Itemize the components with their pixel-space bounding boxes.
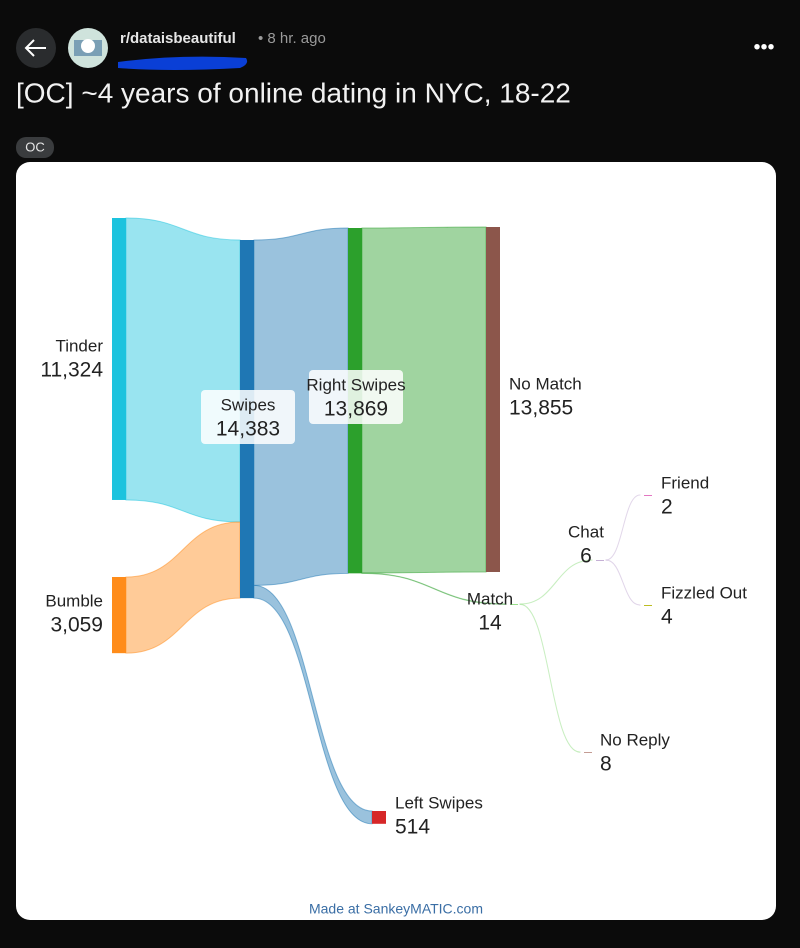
node-name: Left Swipes: [395, 793, 483, 812]
more-menu[interactable]: •••: [753, 36, 774, 58]
node-name: Tinder: [55, 336, 103, 355]
node-name: Fizzled Out: [661, 583, 747, 602]
node: [112, 577, 126, 654]
node-value: 514: [395, 816, 430, 839]
back-icon: [24, 39, 46, 57]
node: [644, 495, 652, 496]
node-name: Right Swipes: [306, 375, 405, 394]
chart-footer[interactable]: Made at SankeyMATIC.com: [309, 901, 483, 917]
links: [125, 217, 641, 825]
node-value: 14,383: [216, 418, 280, 441]
node-value: 13,855: [509, 397, 573, 420]
flow: [519, 603, 581, 753]
avatar-face: [81, 39, 95, 53]
node: [486, 227, 500, 572]
node-value: 13,869: [324, 398, 388, 421]
flow: [519, 559, 593, 605]
subreddit[interactable]: r/dataisbeautiful: [120, 30, 236, 47]
flair-pill[interactable]: [16, 137, 54, 158]
node: [510, 604, 518, 605]
node-value: 4: [661, 606, 673, 629]
node-value: 2: [661, 496, 673, 519]
redaction: [118, 56, 248, 70]
chart-card: [16, 162, 776, 920]
flow: [125, 217, 241, 523]
flow: [125, 521, 241, 654]
node-name: Match: [467, 589, 513, 608]
node: [372, 811, 386, 824]
post-time: • 8 hr. ago: [258, 30, 326, 47]
flow: [253, 584, 373, 825]
label-box: [201, 390, 295, 444]
node-name: No Match: [509, 374, 582, 393]
node-name: Swipes: [221, 395, 276, 414]
post-title[interactable]: [OC] ~4 years of online dating in NYC, 1…: [16, 77, 571, 108]
node-name: No Reply: [600, 730, 670, 749]
node-name: Friend: [661, 473, 709, 492]
node-value: 14: [478, 612, 502, 635]
node-value: 3,059: [50, 614, 103, 637]
node: [596, 560, 604, 561]
node-name: Chat: [568, 522, 604, 541]
node: [112, 218, 126, 500]
node-value: 6: [580, 545, 592, 568]
flow: [361, 572, 507, 605]
flow: [361, 226, 487, 574]
node-name: Bumble: [45, 591, 103, 610]
flow: [605, 559, 641, 606]
label-box: [309, 370, 403, 424]
node-value: 8: [600, 753, 612, 776]
flow: [605, 494, 641, 561]
node: [644, 605, 652, 606]
flair: OC: [25, 139, 45, 154]
node-value: 11,324: [40, 359, 103, 382]
node: [584, 752, 592, 753]
